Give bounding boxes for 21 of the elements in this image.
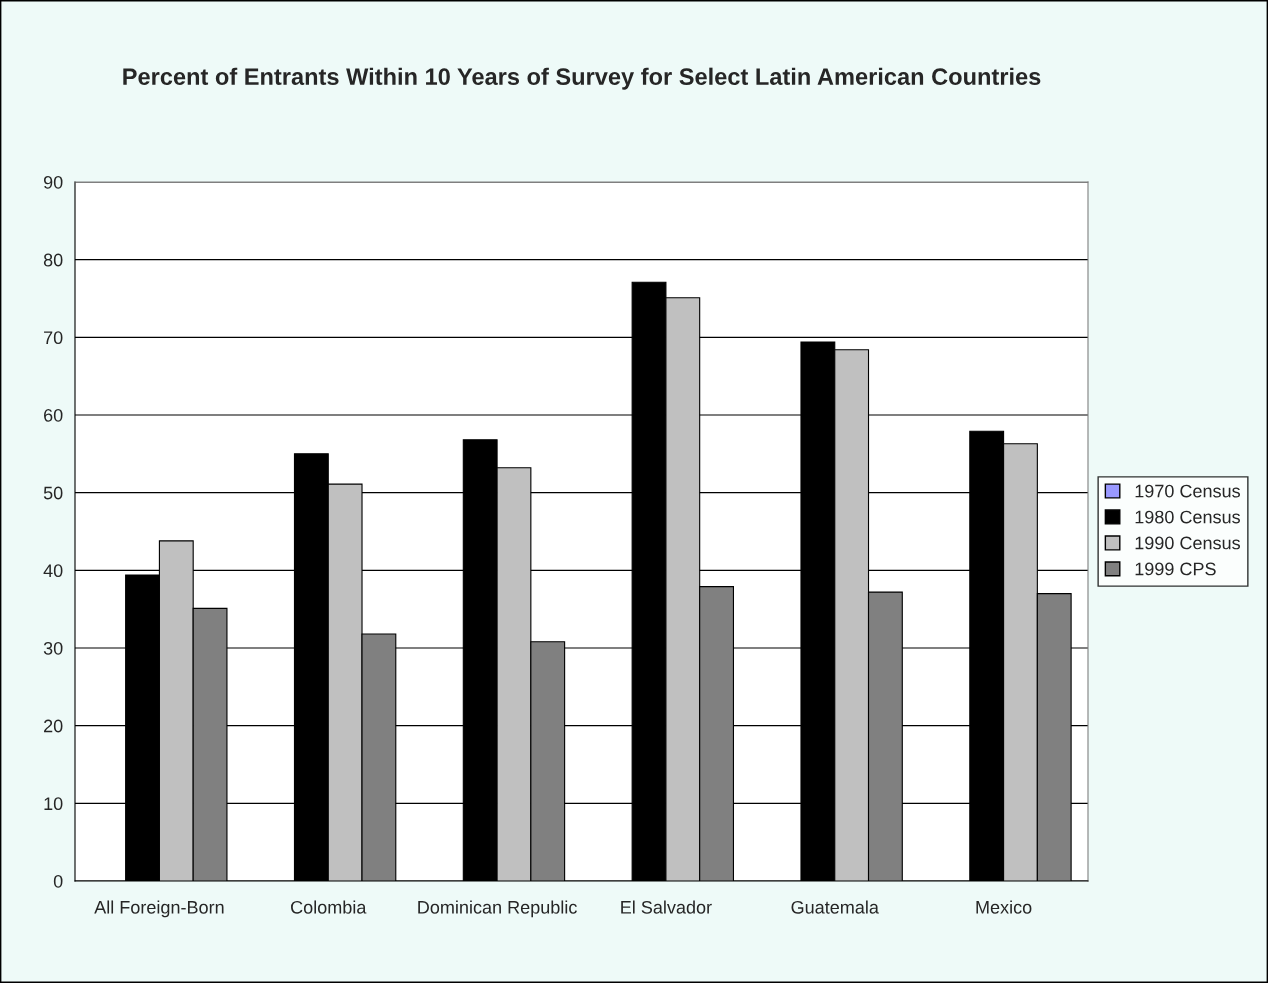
y-tick-label: 20 [44, 719, 63, 733]
y-tick-label: 70 [44, 331, 63, 345]
x-tick-label: Mexico [976, 900, 1032, 914]
legend-label: 1999 CPS [1135, 562, 1216, 576]
y-tick-label: 80 [43, 253, 63, 267]
legend-label: 1980 Census [1135, 510, 1240, 524]
y-tick-label: 30 [43, 641, 63, 655]
y-tick-label: 50 [43, 486, 63, 500]
chart-title: Percent of Entrants Within 10 Years of Survey for Select Latin American Countries [123, 67, 1041, 90]
y-tick-label: 90 [43, 175, 63, 189]
x-tick-label: Dominican Republic [418, 900, 577, 918]
y-tick-label: 60 [44, 408, 63, 422]
x-tick-label: All Foreign-Born [94, 900, 224, 918]
x-tick-label: El Salvador [621, 900, 712, 914]
x-tick-label: Guatemala [791, 900, 879, 914]
x-tick-label: Colombia [291, 900, 367, 914]
y-tick-label: 0 [53, 874, 63, 888]
y-tick-label: 40 [43, 564, 63, 578]
y-tick-label: 10 [44, 797, 63, 811]
legend-label: 1990 Census [1135, 536, 1240, 550]
legend-label: 1970 Census [1135, 484, 1240, 498]
